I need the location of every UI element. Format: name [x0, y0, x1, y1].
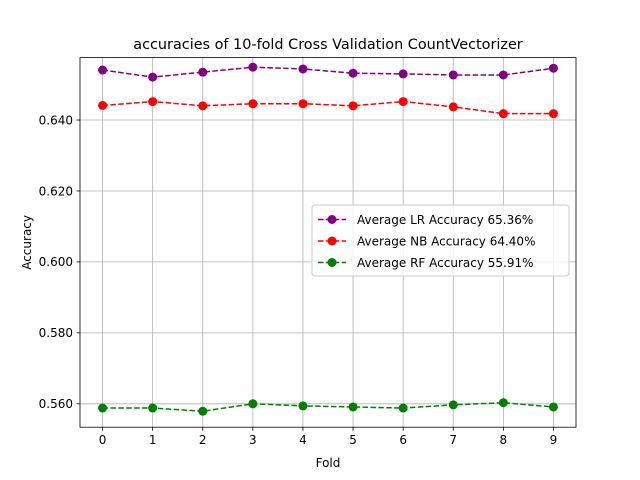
- data-point: [298, 401, 308, 411]
- x-tick-label: 3: [249, 433, 257, 447]
- series-2: [98, 398, 558, 416]
- data-point: [98, 100, 108, 110]
- data-point: [248, 99, 258, 109]
- data-point: [298, 99, 308, 109]
- data-point: [348, 402, 358, 412]
- x-tick-label: 5: [349, 433, 357, 447]
- series-1: [98, 97, 558, 119]
- data-point: [348, 68, 358, 78]
- x-axis-label: Fold: [316, 456, 341, 470]
- legend-label: Average NB Accuracy 64.40%: [357, 234, 535, 248]
- data-point: [398, 69, 408, 79]
- data-point: [198, 67, 208, 77]
- x-tick-label: 9: [550, 433, 558, 447]
- data-point: [398, 403, 408, 413]
- y-tick-label: 0.600: [39, 255, 73, 269]
- series-line: [102, 66, 554, 78]
- x-tick-label: 8: [500, 433, 508, 447]
- data-point: [98, 65, 108, 75]
- data-point: [148, 403, 158, 413]
- data-point: [348, 101, 358, 111]
- data-point: [498, 398, 508, 408]
- y-tick-label: 0.580: [39, 326, 73, 340]
- data-point: [448, 70, 458, 80]
- data-point: [148, 97, 158, 107]
- legend: Average LR Accuracy 65.36% Average NB Acc…: [311, 204, 570, 277]
- data-point: [548, 63, 558, 73]
- y-axis-label: Accuracy: [20, 215, 34, 270]
- series-line: [102, 401, 554, 412]
- legend-label: Average LR Accuracy 65.36%: [357, 213, 533, 227]
- series-0: [98, 62, 558, 82]
- plot-frame: [79, 57, 577, 428]
- data-point: [398, 97, 408, 107]
- x-tick-label: 0: [99, 433, 107, 447]
- data-point: [98, 403, 108, 413]
- data-point: [198, 406, 208, 416]
- y-tick-label: 0.560: [39, 397, 73, 411]
- data-point: [298, 64, 308, 74]
- x-axis: 0 1 2 3 4 5 6 7 8 9: [99, 427, 558, 447]
- data-point: [248, 62, 258, 72]
- x-tick-label: 7: [449, 433, 457, 447]
- data-point: [498, 70, 508, 80]
- series-line: [102, 100, 554, 115]
- y-tick-label: 0.640: [39, 113, 73, 127]
- x-tick-label: 6: [399, 433, 407, 447]
- legend-marker: [327, 258, 337, 267]
- x-tick-label: 1: [149, 433, 157, 447]
- data-point: [548, 109, 558, 119]
- legend-marker: [327, 236, 337, 246]
- data-point: [248, 399, 258, 409]
- legend-label: Average RF Accuracy 55.91%: [357, 256, 534, 270]
- data-point: [548, 402, 558, 412]
- data-point: [148, 72, 158, 82]
- y-axis: 0.560 0.580 0.600 0.620 0.640: [39, 113, 80, 411]
- data-point: [498, 109, 508, 119]
- legend-frame: [311, 204, 570, 277]
- data-point: [448, 400, 458, 410]
- legend-marker: [327, 215, 337, 224]
- data-point: [448, 102, 458, 112]
- x-tick-label: 2: [199, 433, 207, 447]
- series-layer: [98, 62, 558, 416]
- x-tick-label: 4: [299, 433, 307, 447]
- chart-title: accuracies of 10-fold Cross Validation C…: [133, 37, 523, 53]
- data-point: [198, 101, 208, 111]
- y-tick-label: 0.620: [39, 184, 73, 198]
